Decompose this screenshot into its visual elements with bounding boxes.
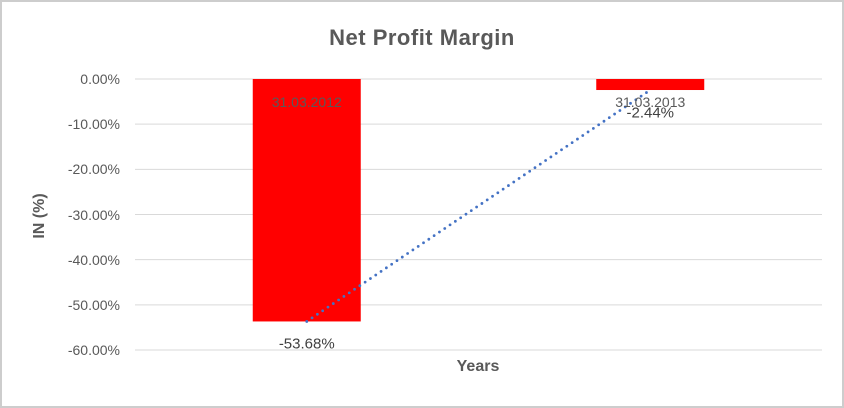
bar-31.03.2013 (596, 79, 705, 91)
category-label: 31.03.2013 (615, 94, 686, 110)
y-tick-label: 0.00% (80, 71, 120, 87)
data-label: -2.44% (626, 104, 675, 122)
y-tick-label: -30.00% (67, 206, 120, 223)
data-label: -53.68% (278, 335, 335, 353)
y-tick-label: -40.00% (67, 251, 120, 268)
x-axis-title: Years (456, 358, 500, 375)
chart-title: Net Profit Margin (329, 25, 515, 50)
y-tick-label: -20.00% (67, 161, 120, 178)
y-tick-label: -50.00% (67, 296, 120, 313)
category-label: 31.03.2012 (271, 94, 342, 110)
y-tick-label: -10.00% (67, 116, 120, 133)
y-tick-label: -60.00% (67, 342, 120, 358)
bar-31.03.2012 (252, 79, 361, 322)
trendline (305, 88, 652, 323)
